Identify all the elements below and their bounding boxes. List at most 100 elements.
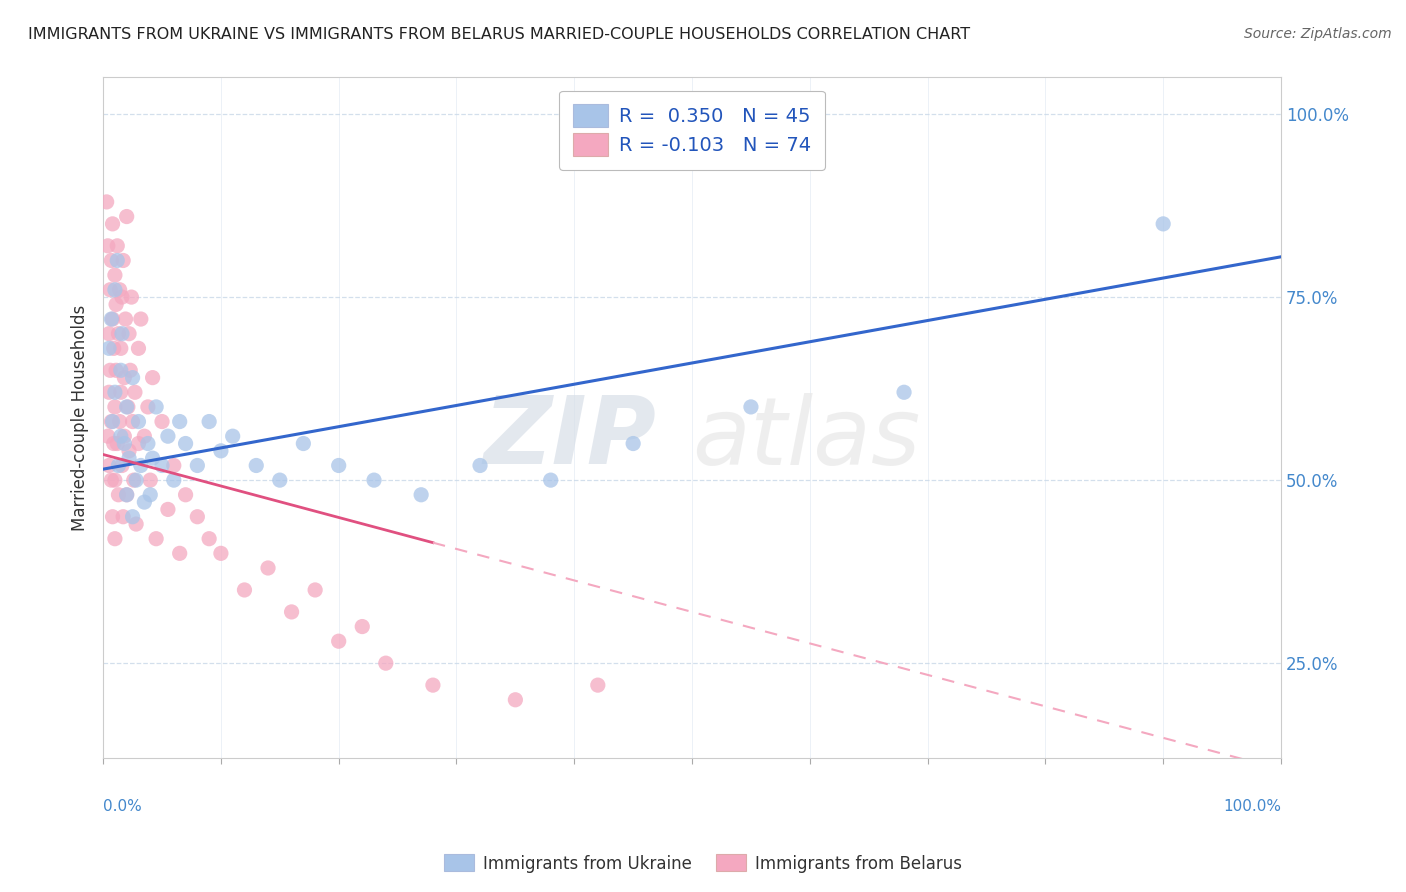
- Point: [127, 342, 149, 356]
- Point: [98, 458, 121, 473]
- Point: [352, 619, 374, 633]
- Point: [209, 443, 232, 458]
- Point: [374, 656, 396, 670]
- Point: [174, 436, 197, 450]
- Point: [269, 473, 291, 487]
- Point: [134, 495, 156, 509]
- Point: [174, 488, 197, 502]
- Point: [105, 253, 128, 268]
- Point: [740, 400, 762, 414]
- Point: [145, 400, 167, 414]
- Point: [98, 385, 121, 400]
- Point: [104, 532, 127, 546]
- Point: [120, 363, 142, 377]
- Point: [280, 605, 302, 619]
- Point: [97, 239, 120, 253]
- Point: [233, 582, 256, 597]
- Legend: R =  0.350   N = 45, R = -0.103   N = 74: R = 0.350 N = 45, R = -0.103 N = 74: [560, 91, 825, 169]
- Point: [107, 458, 129, 473]
- Point: [124, 385, 146, 400]
- Point: [104, 400, 127, 414]
- Point: [111, 458, 134, 473]
- Point: [363, 473, 385, 487]
- Point: [114, 312, 136, 326]
- Point: [112, 253, 135, 268]
- Point: [139, 473, 162, 487]
- Point: [156, 502, 179, 516]
- Point: [110, 385, 132, 400]
- Text: ZIP: ZIP: [484, 392, 657, 484]
- Point: [411, 488, 433, 502]
- Point: [107, 326, 129, 341]
- Point: [198, 415, 221, 429]
- Point: [115, 400, 138, 414]
- Point: [104, 385, 127, 400]
- Text: atlas: atlas: [692, 392, 921, 483]
- Point: [127, 436, 149, 450]
- Point: [104, 283, 127, 297]
- Point: [110, 363, 132, 377]
- Point: [304, 582, 326, 597]
- Point: [98, 342, 121, 356]
- Point: [98, 363, 121, 377]
- Point: [621, 436, 644, 450]
- Point: [101, 509, 124, 524]
- Point: [505, 693, 527, 707]
- Point: [100, 312, 122, 326]
- Point: [101, 415, 124, 429]
- Point: [104, 268, 127, 282]
- Point: [108, 415, 131, 429]
- Point: [108, 283, 131, 297]
- Point: [328, 458, 350, 473]
- Text: 100.0%: 100.0%: [1223, 799, 1281, 814]
- Point: [121, 415, 143, 429]
- Point: [169, 415, 191, 429]
- Point: [125, 473, 148, 487]
- Point: [100, 415, 122, 429]
- Text: 0.0%: 0.0%: [103, 799, 142, 814]
- Point: [100, 253, 122, 268]
- Point: [292, 436, 315, 450]
- Point: [136, 436, 159, 450]
- Point: [122, 473, 145, 487]
- Point: [118, 451, 141, 466]
- Point: [118, 443, 141, 458]
- Point: [97, 429, 120, 443]
- Point: [105, 297, 128, 311]
- Point: [112, 429, 135, 443]
- Text: IMMIGRANTS FROM UKRAINE VS IMMIGRANTS FROM BELARUS MARRIED-COUPLE HOUSEHOLDS COR: IMMIGRANTS FROM UKRAINE VS IMMIGRANTS FR…: [28, 27, 970, 42]
- Point: [129, 312, 152, 326]
- Point: [198, 532, 221, 546]
- Point: [129, 458, 152, 473]
- Point: [100, 473, 122, 487]
- Point: [169, 546, 191, 560]
- Y-axis label: Married-couple Households: Married-couple Households: [72, 305, 89, 531]
- Point: [121, 370, 143, 384]
- Point: [142, 370, 165, 384]
- Point: [121, 509, 143, 524]
- Point: [110, 429, 132, 443]
- Point: [120, 290, 142, 304]
- Point: [96, 194, 118, 209]
- Point: [115, 210, 138, 224]
- Point: [115, 488, 138, 502]
- Point: [118, 326, 141, 341]
- Point: [125, 517, 148, 532]
- Point: [110, 342, 132, 356]
- Point: [142, 451, 165, 466]
- Point: [127, 415, 149, 429]
- Point: [328, 634, 350, 648]
- Point: [163, 458, 186, 473]
- Point: [209, 546, 232, 560]
- Point: [139, 488, 162, 502]
- Point: [105, 239, 128, 253]
- Point: [101, 217, 124, 231]
- Point: [112, 370, 135, 384]
- Point: [103, 436, 125, 450]
- Point: [150, 458, 173, 473]
- Point: [112, 436, 135, 450]
- Point: [105, 436, 128, 450]
- Point: [586, 678, 609, 692]
- Point: [468, 458, 491, 473]
- Point: [105, 363, 128, 377]
